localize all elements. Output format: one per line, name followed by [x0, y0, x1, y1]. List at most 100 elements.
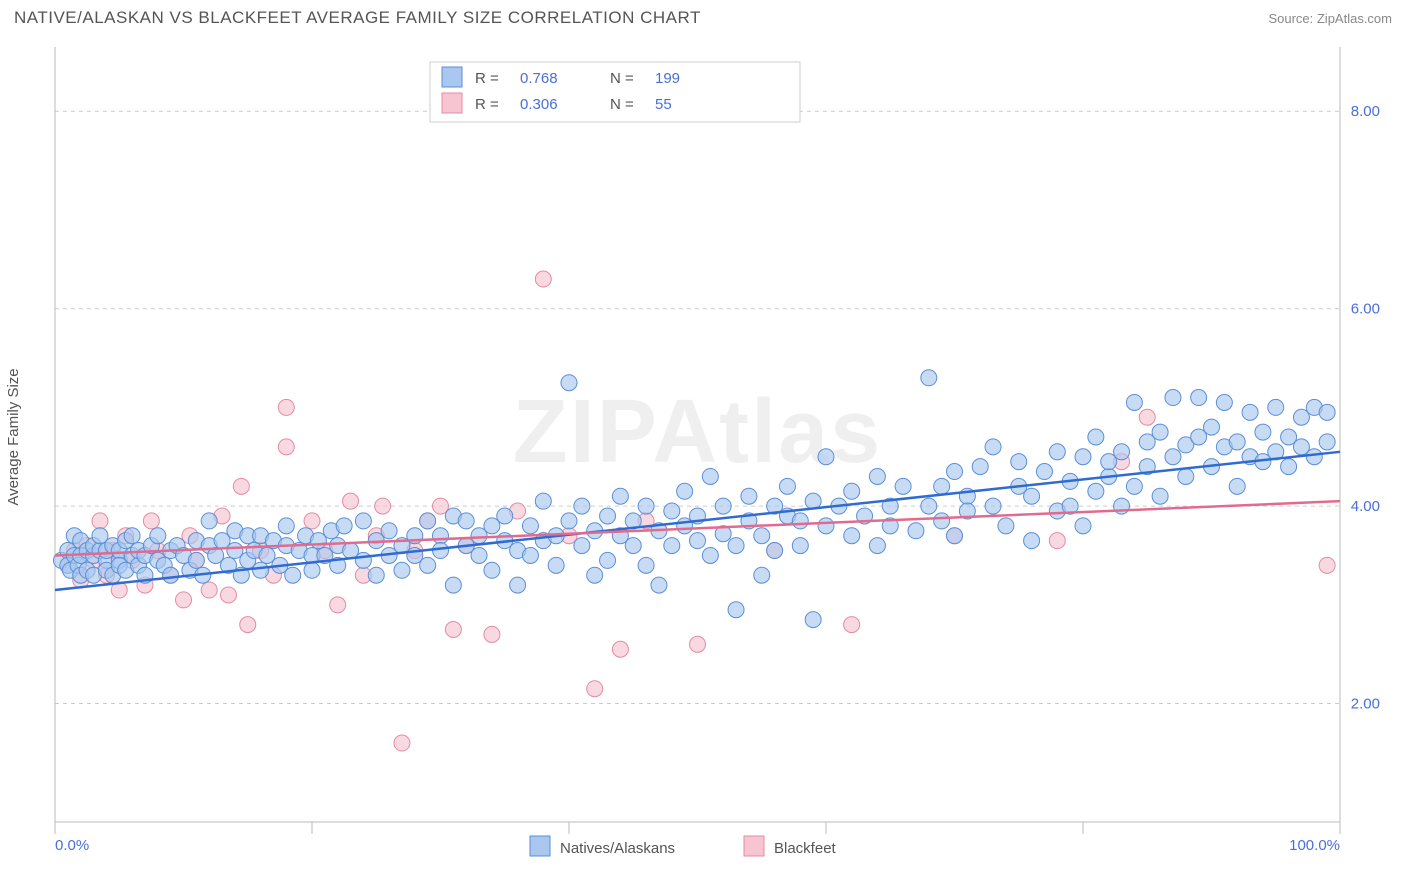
data-point [1139, 409, 1155, 425]
data-point [921, 498, 937, 514]
data-point [985, 439, 1001, 455]
legend-r-label: R = [475, 70, 499, 87]
data-point [1011, 454, 1027, 470]
data-point [1191, 390, 1207, 406]
data-point [445, 622, 461, 638]
data-point [176, 592, 192, 608]
watermark: ZIPAtlas [513, 382, 882, 482]
data-point [651, 577, 667, 593]
data-point [433, 528, 449, 544]
data-point [375, 498, 391, 514]
data-point [690, 533, 706, 549]
data-point [574, 498, 590, 514]
data-point [201, 582, 217, 598]
data-point [445, 577, 461, 593]
data-point [805, 612, 821, 628]
data-point [163, 567, 179, 583]
y-tick-label: 8.00 [1351, 103, 1380, 120]
data-point [702, 547, 718, 563]
data-point [368, 567, 384, 583]
data-point [754, 567, 770, 583]
data-point [124, 528, 140, 544]
data-point [985, 498, 1001, 514]
data-point [561, 513, 577, 529]
y-tick-label: 4.00 [1351, 498, 1380, 515]
data-point [433, 543, 449, 559]
data-point [612, 641, 628, 657]
legend-swatch [442, 93, 462, 113]
data-point [1088, 429, 1104, 445]
data-point [728, 538, 744, 554]
data-point [818, 449, 834, 465]
data-point [471, 547, 487, 563]
legend-r-value: 0.306 [520, 96, 558, 113]
data-point [600, 508, 616, 524]
data-point [240, 617, 256, 633]
data-point [1165, 390, 1181, 406]
legend-swatch [442, 67, 462, 87]
data-point [420, 513, 436, 529]
data-point [600, 552, 616, 568]
data-point [844, 483, 860, 499]
data-point [677, 483, 693, 499]
data-point [767, 543, 783, 559]
legend-r-value: 0.768 [520, 70, 558, 87]
data-point [625, 538, 641, 554]
legend-r-label: R = [475, 96, 499, 113]
y-axis-label: Average Family Size [5, 368, 22, 505]
data-point [233, 478, 249, 494]
legend-n-value: 199 [655, 70, 680, 87]
data-point [253, 562, 269, 578]
data-point [1049, 444, 1065, 460]
data-point [1165, 449, 1181, 465]
data-point [844, 617, 860, 633]
data-point [548, 557, 564, 573]
data-point [702, 468, 718, 484]
data-point [188, 552, 204, 568]
legend-series-label: Blackfeet [774, 840, 837, 857]
data-point [484, 562, 500, 578]
data-point [638, 557, 654, 573]
data-point [1126, 394, 1142, 410]
data-point [278, 399, 294, 415]
data-point [330, 597, 346, 613]
data-point [844, 528, 860, 544]
correlation-chart: ZIPAtlas2.004.006.008.000.0%100.0%Averag… [0, 32, 1406, 882]
data-point [638, 498, 654, 514]
legend-n-value: 55 [655, 96, 672, 113]
data-point [664, 503, 680, 519]
data-point [792, 513, 808, 529]
data-point [664, 538, 680, 554]
data-point [690, 636, 706, 652]
legend-series-label: Natives/Alaskans [560, 840, 675, 857]
data-point [908, 523, 924, 539]
data-point [728, 602, 744, 618]
data-point [355, 513, 371, 529]
data-point [1242, 404, 1258, 420]
data-point [484, 626, 500, 642]
chart-container: ZIPAtlas2.004.006.008.000.0%100.0%Averag… [0, 32, 1406, 882]
data-point [1319, 404, 1335, 420]
data-point [336, 518, 352, 534]
legend-swatch [530, 836, 550, 856]
legend-n-label: N = [610, 70, 634, 87]
data-point [1229, 434, 1245, 450]
data-point [201, 513, 217, 529]
data-point [934, 513, 950, 529]
source-label: Source: ZipAtlas.com [1268, 11, 1392, 26]
chart-title: NATIVE/ALASKAN VS BLACKFEET AVERAGE FAMI… [14, 8, 701, 28]
data-point [818, 518, 834, 534]
data-point [1216, 394, 1232, 410]
data-point [1255, 424, 1271, 440]
data-point [1075, 518, 1091, 534]
data-point [497, 508, 513, 524]
data-point [947, 528, 963, 544]
data-point [420, 557, 436, 573]
x-tick-label: 0.0% [55, 837, 89, 854]
data-point [458, 513, 474, 529]
data-point [220, 587, 236, 603]
legend-n-label: N = [610, 96, 634, 113]
data-point [1075, 449, 1091, 465]
data-point [612, 488, 628, 504]
data-point [535, 271, 551, 287]
